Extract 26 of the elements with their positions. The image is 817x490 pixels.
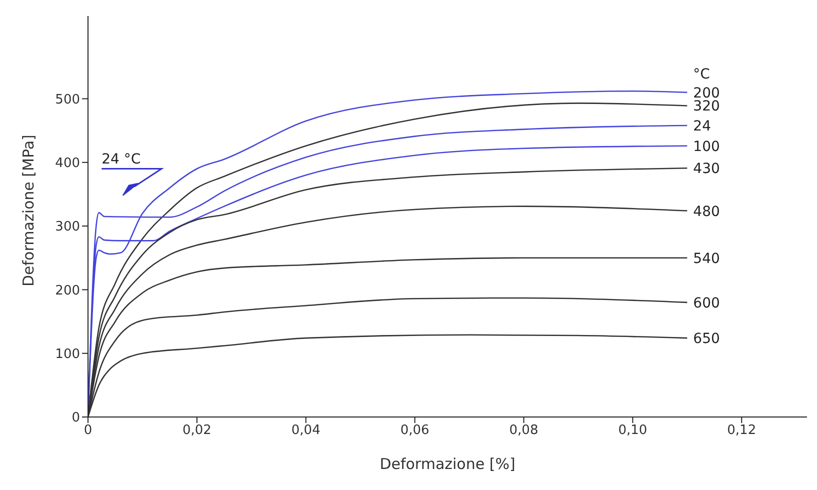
- series-label: 480: [693, 204, 720, 220]
- x-tick-label: 0,04: [291, 423, 320, 438]
- series-label: 100: [693, 138, 720, 155]
- y-tick-label: 300: [55, 220, 80, 235]
- x-tick-label: 0,08: [509, 423, 538, 438]
- series-label: 600: [693, 295, 720, 312]
- x-tick-label: 0,06: [400, 423, 430, 438]
- y-axis-title: Deformazione [MPa]: [19, 134, 38, 286]
- y-tick-label: 200: [55, 283, 80, 298]
- y-tick-label: 400: [55, 156, 80, 172]
- annotation: 24 °C: [102, 152, 141, 168]
- y-tick-label: 500: [55, 92, 80, 108]
- x-axis-title: Deformazione [%]: [380, 455, 516, 473]
- y-tick-label: 100: [55, 346, 80, 362]
- series-label: 200: [693, 85, 720, 102]
- legend-title: °C: [693, 66, 710, 82]
- x-tick-label: 0,10: [618, 423, 648, 438]
- series-label: 650: [693, 331, 720, 348]
- series-label: 24: [693, 118, 712, 134]
- x-tick-label: 0,12: [727, 423, 756, 438]
- x-tick-label: 0,02: [182, 423, 212, 438]
- series-label: 320: [693, 98, 720, 115]
- series-label: 430: [693, 161, 720, 178]
- x-tick-label: 0: [84, 423, 92, 438]
- series-label: 540: [693, 250, 720, 267]
- y-tick-label: 0: [72, 410, 80, 426]
